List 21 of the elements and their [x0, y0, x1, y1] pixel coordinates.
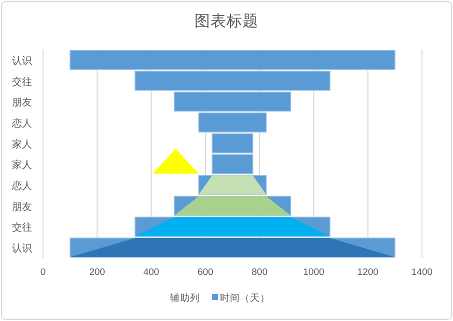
x-tick-label: 600	[198, 267, 214, 278]
x-tick-label: 1200	[357, 267, 378, 278]
x-tick-label: 0	[40, 267, 46, 278]
chart-title: 图表标题	[194, 12, 258, 30]
y-tick-label: 交往	[12, 76, 32, 88]
x-tick-label: 400	[143, 267, 160, 278]
y-tick-label: 恋人	[11, 117, 32, 130]
y-tick-label: 家人	[12, 138, 32, 150]
y-tick-label: 朋友	[12, 202, 32, 213]
x-tick-label: 800	[252, 267, 268, 278]
y-tick-label: 家人	[12, 159, 32, 172]
y-tick-label: 恋人	[11, 180, 32, 192]
y-tick-label: 认识	[12, 242, 32, 255]
y-tick-label: 交往	[12, 222, 32, 234]
y-tick-label: 朋友	[12, 98, 32, 109]
x-tick-label: 200	[89, 267, 106, 278]
x-tick-label: 1400	[411, 267, 433, 278]
y-tick-label: 认识	[12, 54, 32, 67]
x-tick-label: 1000	[303, 267, 324, 278]
legend: 辅助列 时间（天）	[170, 293, 270, 304]
legend-label: 时间（天）	[220, 292, 270, 304]
